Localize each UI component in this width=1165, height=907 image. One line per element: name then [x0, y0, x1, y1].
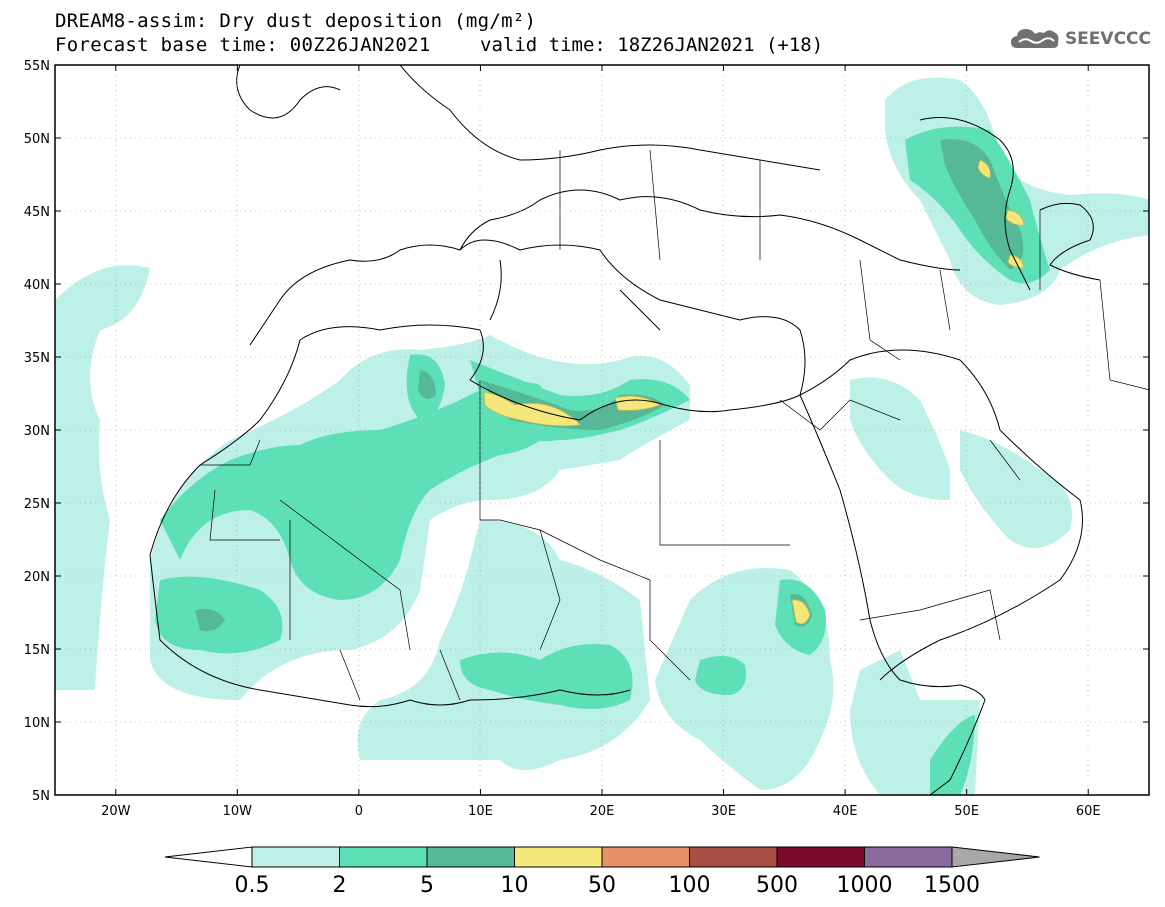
gridlines — [55, 65, 1149, 795]
country-borders — [200, 149, 1149, 701]
colorbar-segment — [514, 846, 603, 868]
forecast-base-time: Forecast base time: 00Z26JAN2021 — [55, 34, 431, 56]
lat-label-30N: 30N — [24, 424, 50, 439]
dust-fields — [55, 77, 1149, 795]
lat-label-15N: 15N — [24, 643, 50, 658]
longitude-labels: 20W 10W 0 10E 20E 30E 40E 50E 60E — [101, 804, 1101, 819]
colorbar-low-arrow — [164, 846, 253, 868]
colorbar-label-500: 500 — [756, 873, 798, 898]
colorbar-segment — [251, 846, 340, 868]
colorbar-label-100: 100 — [669, 873, 711, 898]
colorbar-segment — [601, 846, 690, 868]
logo-text: SEEVCCC — [1064, 29, 1151, 49]
colorbar-label-1000: 1000 — [837, 873, 893, 898]
coastlines — [149, 65, 1101, 795]
lat-label-50N: 50N — [24, 132, 50, 147]
lon-label-20W: 20W — [101, 804, 131, 819]
colorbar-label-10: 10 — [501, 873, 529, 898]
colorbar-segment — [951, 846, 1040, 868]
colorbar-label-2: 2 — [333, 873, 347, 898]
lat-label-35N: 35N — [24, 351, 50, 366]
colorbar-segment — [776, 846, 865, 868]
colorbar-label-50: 50 — [588, 873, 616, 898]
lat-label-45N: 45N — [24, 205, 50, 220]
colorbar-label-1500: 1500 — [924, 873, 980, 898]
lat-label-25N: 25N — [24, 497, 50, 512]
cloud-icon — [1010, 29, 1059, 48]
colorbar-label-0.5: 0.5 — [235, 873, 270, 898]
colorbar-segment — [426, 846, 515, 868]
lon-label-30E: 30E — [711, 804, 736, 819]
lat-label-10N: 10N — [24, 716, 50, 731]
lon-label-10E: 10E — [468, 804, 493, 819]
colorbar-segment — [864, 846, 953, 868]
chart-title: DREAM8-assim: Dry dust deposition (mg/m²… — [55, 10, 537, 32]
lat-label-40N: 40N — [24, 278, 50, 293]
lon-label-20E: 20E — [590, 804, 615, 819]
colorbar-label-5: 5 — [420, 873, 434, 898]
colorbar: 0.5 2 5 10 50 100 500 1000 1500 — [164, 846, 1040, 898]
lon-label-40E: 40E — [833, 804, 858, 819]
seevccc-logo: SEEVCCC — [1009, 26, 1151, 52]
lon-label-50E: 50E — [954, 804, 979, 819]
colorbar-segment — [689, 846, 778, 868]
lon-label-10W: 10W — [223, 804, 253, 819]
latitude-labels: 55N 50N 45N 40N 35N 30N 25N 20N 15N 10N 5N — [24, 59, 50, 804]
valid-time: valid time: 18Z26JAN2021 (+18) — [480, 34, 824, 56]
colorbar-segment — [339, 846, 428, 868]
dust-level-10 — [483, 159, 1025, 625]
lon-label-60E: 60E — [1076, 804, 1101, 819]
lat-label-55N: 55N — [24, 59, 50, 74]
lon-label-0: 0 — [355, 804, 363, 819]
lat-label-5N: 5N — [32, 789, 50, 804]
lat-label-20N: 20N — [24, 570, 50, 585]
axis-ticks — [55, 64, 1149, 796]
